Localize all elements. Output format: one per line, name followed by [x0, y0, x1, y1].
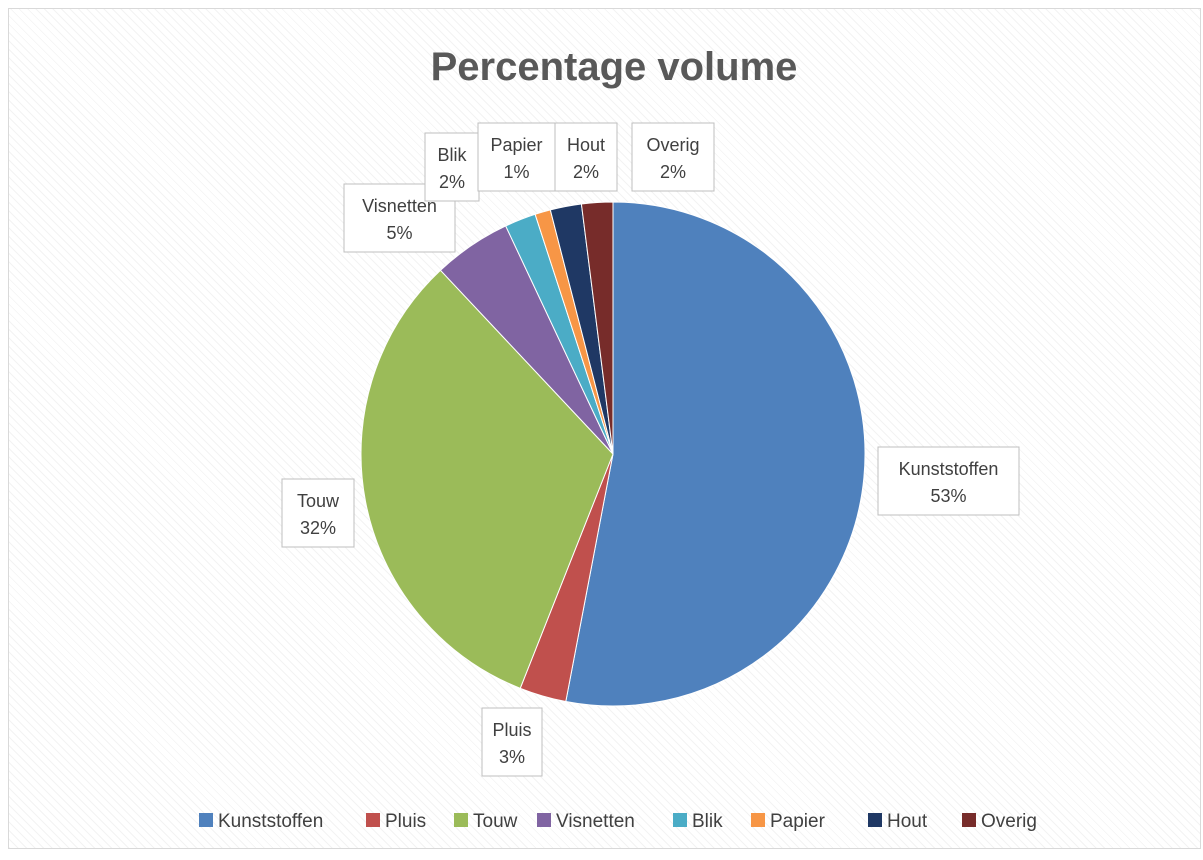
pie-slice-overig	[580, 201, 614, 455]
pie-slices	[360, 201, 866, 707]
legend-swatch	[673, 813, 687, 827]
pie-slice-touw	[360, 269, 614, 689]
legend-label: Hout	[887, 811, 928, 832]
data-label-category: Pluis	[492, 720, 531, 740]
legend-label: Blik	[692, 811, 723, 832]
data-label-box	[877, 446, 1020, 516]
data-label-papier: Papier 1%	[477, 122, 556, 192]
chart-area: Percentage volume Kunststoffen 53% Pluis 3%…	[8, 8, 1201, 849]
legend-label: Kunststoffen	[218, 811, 323, 832]
legend-label: Pluis	[385, 811, 426, 832]
legend-label: Overig	[981, 811, 1037, 832]
legend-item-overig: Overig	[962, 811, 1037, 832]
data-label-percent: 2%	[660, 162, 686, 182]
data-label-visnetten: Visnetten 5%	[343, 183, 456, 253]
data-label-category: Blik	[437, 145, 467, 165]
legend-swatch	[751, 813, 765, 827]
data-label-percent: 5%	[386, 223, 412, 243]
legend-label: Papier	[770, 811, 826, 832]
legend: Kunststoffen Pluis Touw Visnetten Blik Papier…	[199, 811, 1037, 832]
chart-title: Percentage volume	[431, 45, 798, 89]
data-label-pluis: Pluis 3%	[481, 707, 543, 777]
data-label-category: Hout	[567, 135, 605, 155]
pie-slice-kunststoffen	[565, 201, 866, 707]
data-label-percent: 2%	[573, 162, 599, 182]
data-labels: Kunststoffen 53% Pluis 3% Touw 32% Visnetten 5%…	[281, 122, 1020, 777]
data-label-box	[477, 122, 556, 192]
data-label-category: Papier	[490, 135, 542, 155]
legend-item-blik: Blik	[673, 811, 723, 832]
legend-swatch	[454, 813, 468, 827]
data-label-percent: 2%	[439, 172, 465, 192]
data-label-blik: Blik 2%	[424, 132, 480, 202]
data-label-overig: Overig 2%	[631, 122, 715, 192]
legend-swatch	[962, 813, 976, 827]
data-label-category: Touw	[297, 491, 340, 511]
data-label-percent: 1%	[503, 162, 529, 182]
data-label-box	[481, 707, 543, 777]
data-label-category: Visnetten	[362, 196, 437, 216]
data-label-category: Kunststoffen	[899, 459, 999, 479]
data-label-percent: 3%	[499, 747, 525, 767]
legend-swatch	[537, 813, 551, 827]
data-label-box	[554, 122, 618, 192]
data-label-touw: Touw 32%	[281, 478, 355, 548]
legend-item-kunststoffen: Kunststoffen	[199, 811, 323, 832]
legend-item-papier: Papier	[751, 811, 826, 832]
data-label-box	[631, 122, 715, 192]
data-label-box	[424, 132, 480, 202]
data-label-box	[281, 478, 355, 548]
legend-label: Visnetten	[556, 811, 635, 832]
legend-item-touw: Touw	[454, 811, 518, 832]
legend-label: Touw	[473, 811, 518, 832]
data-label-category: Overig	[646, 135, 699, 155]
legend-item-visnetten: Visnetten	[537, 811, 635, 832]
data-label-hout: Hout 2%	[554, 122, 618, 192]
data-label-kunststoffen: Kunststoffen 53%	[877, 446, 1020, 516]
legend-swatch	[868, 813, 882, 827]
legend-swatch	[366, 813, 380, 827]
legend-item-pluis: Pluis	[366, 811, 426, 832]
data-label-percent: 32%	[300, 518, 336, 538]
legend-item-hout: Hout	[868, 811, 928, 832]
legend-swatch	[199, 813, 213, 827]
data-label-percent: 53%	[930, 486, 966, 506]
pie-chart: Percentage volume Kunststoffen 53% Pluis 3%…	[199, 45, 1037, 832]
